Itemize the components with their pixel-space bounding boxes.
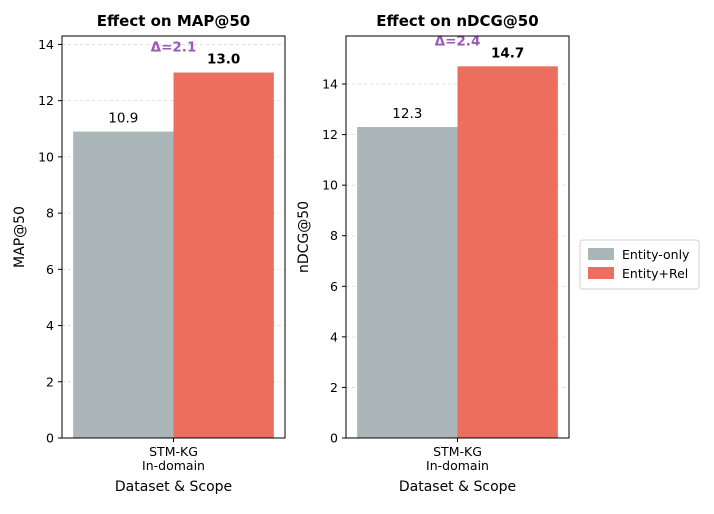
delta-annotation: Δ=2.4: [435, 33, 481, 49]
y-tick-label: 2: [330, 380, 338, 395]
x-tick-label: STM-KG In-domain: [426, 444, 489, 473]
legend-label: Entity+Rel: [622, 266, 688, 281]
legend-swatch: [588, 267, 614, 279]
legend-swatch: [588, 248, 614, 260]
y-tick-label: 14: [38, 37, 54, 52]
legend-label: Entity-only: [622, 247, 690, 262]
y-tick-label: 14: [322, 77, 338, 92]
chart-title: Effect on MAP@50: [97, 12, 250, 30]
y-tick-label: 8: [46, 206, 54, 221]
chart-title: Effect on nDCG@50: [376, 12, 538, 30]
y-axis-label: nDCG@50: [296, 201, 312, 273]
x-axis-label: Dataset & Scope: [115, 479, 232, 495]
y-axis-label: MAP@50: [12, 206, 28, 268]
y-tick-label: 12: [38, 93, 54, 108]
bar-entity-rel: [457, 66, 558, 438]
y-tick-label: 6: [46, 262, 54, 277]
bar-entity-rel: [173, 72, 274, 438]
bar-value-label: 12.3: [392, 106, 422, 122]
y-tick-label: 12: [322, 127, 338, 142]
y-tick-label: 10: [322, 178, 338, 193]
y-tick-label: 10: [38, 149, 54, 164]
bar-entity-only: [73, 131, 174, 438]
y-tick-label: 2: [46, 374, 54, 389]
y-tick-label: 8: [330, 228, 338, 243]
x-axis-label: Dataset & Scope: [399, 479, 516, 495]
x-tick-label: STM-KG In-domain: [142, 444, 205, 473]
bar-value-label: 10.9: [108, 111, 138, 127]
bar-entity-only: [357, 127, 458, 439]
bar-value-label: 13.0: [207, 52, 240, 68]
y-tick-label: 0: [46, 431, 54, 446]
y-tick-label: 0: [330, 431, 338, 446]
delta-annotation: Δ=2.1: [151, 40, 197, 56]
y-tick-label: 4: [330, 329, 338, 344]
y-tick-label: 4: [46, 318, 54, 333]
y-tick-label: 6: [330, 279, 338, 294]
bar-value-label: 14.7: [491, 45, 524, 61]
